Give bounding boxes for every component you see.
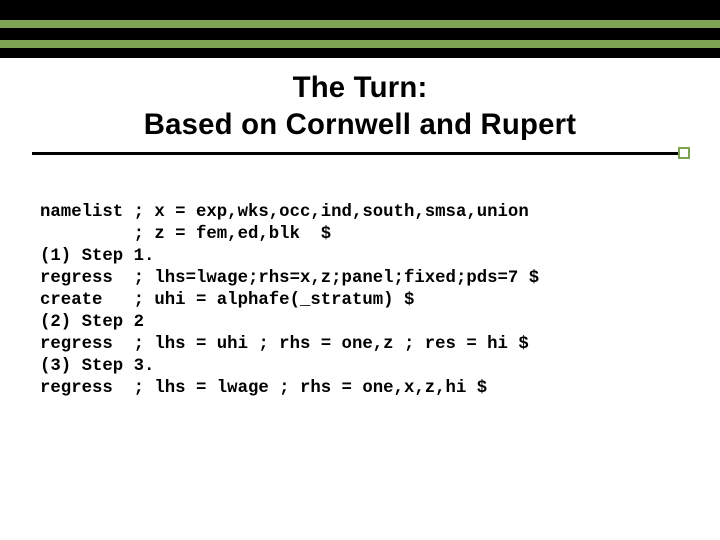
horizontal-rule	[32, 152, 688, 155]
slide: The Turn: Based on Cornwell and Rupert n…	[0, 0, 720, 540]
top-black-band	[0, 0, 720, 58]
title-line-2: Based on Cornwell and Rupert	[40, 107, 680, 144]
code-line: create ; uhi = alphafe(_stratum) $	[40, 291, 414, 310]
code-line: regress ; lhs = lwage ; rhs = one,x,z,hi…	[40, 379, 487, 398]
accent-bar-2	[0, 40, 720, 48]
code-line: regress ; lhs=lwage;rhs=x,z;panel;fixed;…	[40, 269, 539, 288]
code-line: regress ; lhs = uhi ; rhs = one,z ; res …	[40, 335, 529, 354]
code-line: (3) Step 3.	[40, 357, 154, 376]
title-line-1: The Turn:	[40, 70, 680, 107]
corner-square-icon	[678, 147, 690, 159]
code-line: (2) Step 2	[40, 313, 144, 332]
code-line: ; z = fem,ed,blk $	[40, 225, 331, 244]
code-line: (1) Step 1.	[40, 247, 154, 266]
accent-bar-1	[0, 20, 720, 28]
slide-title: The Turn: Based on Cornwell and Rupert	[40, 70, 680, 143]
code-line: namelist ; x = exp,wks,occ,ind,south,sms…	[40, 203, 529, 222]
code-block: namelist ; x = exp,wks,occ,ind,south,sms…	[40, 180, 680, 422]
